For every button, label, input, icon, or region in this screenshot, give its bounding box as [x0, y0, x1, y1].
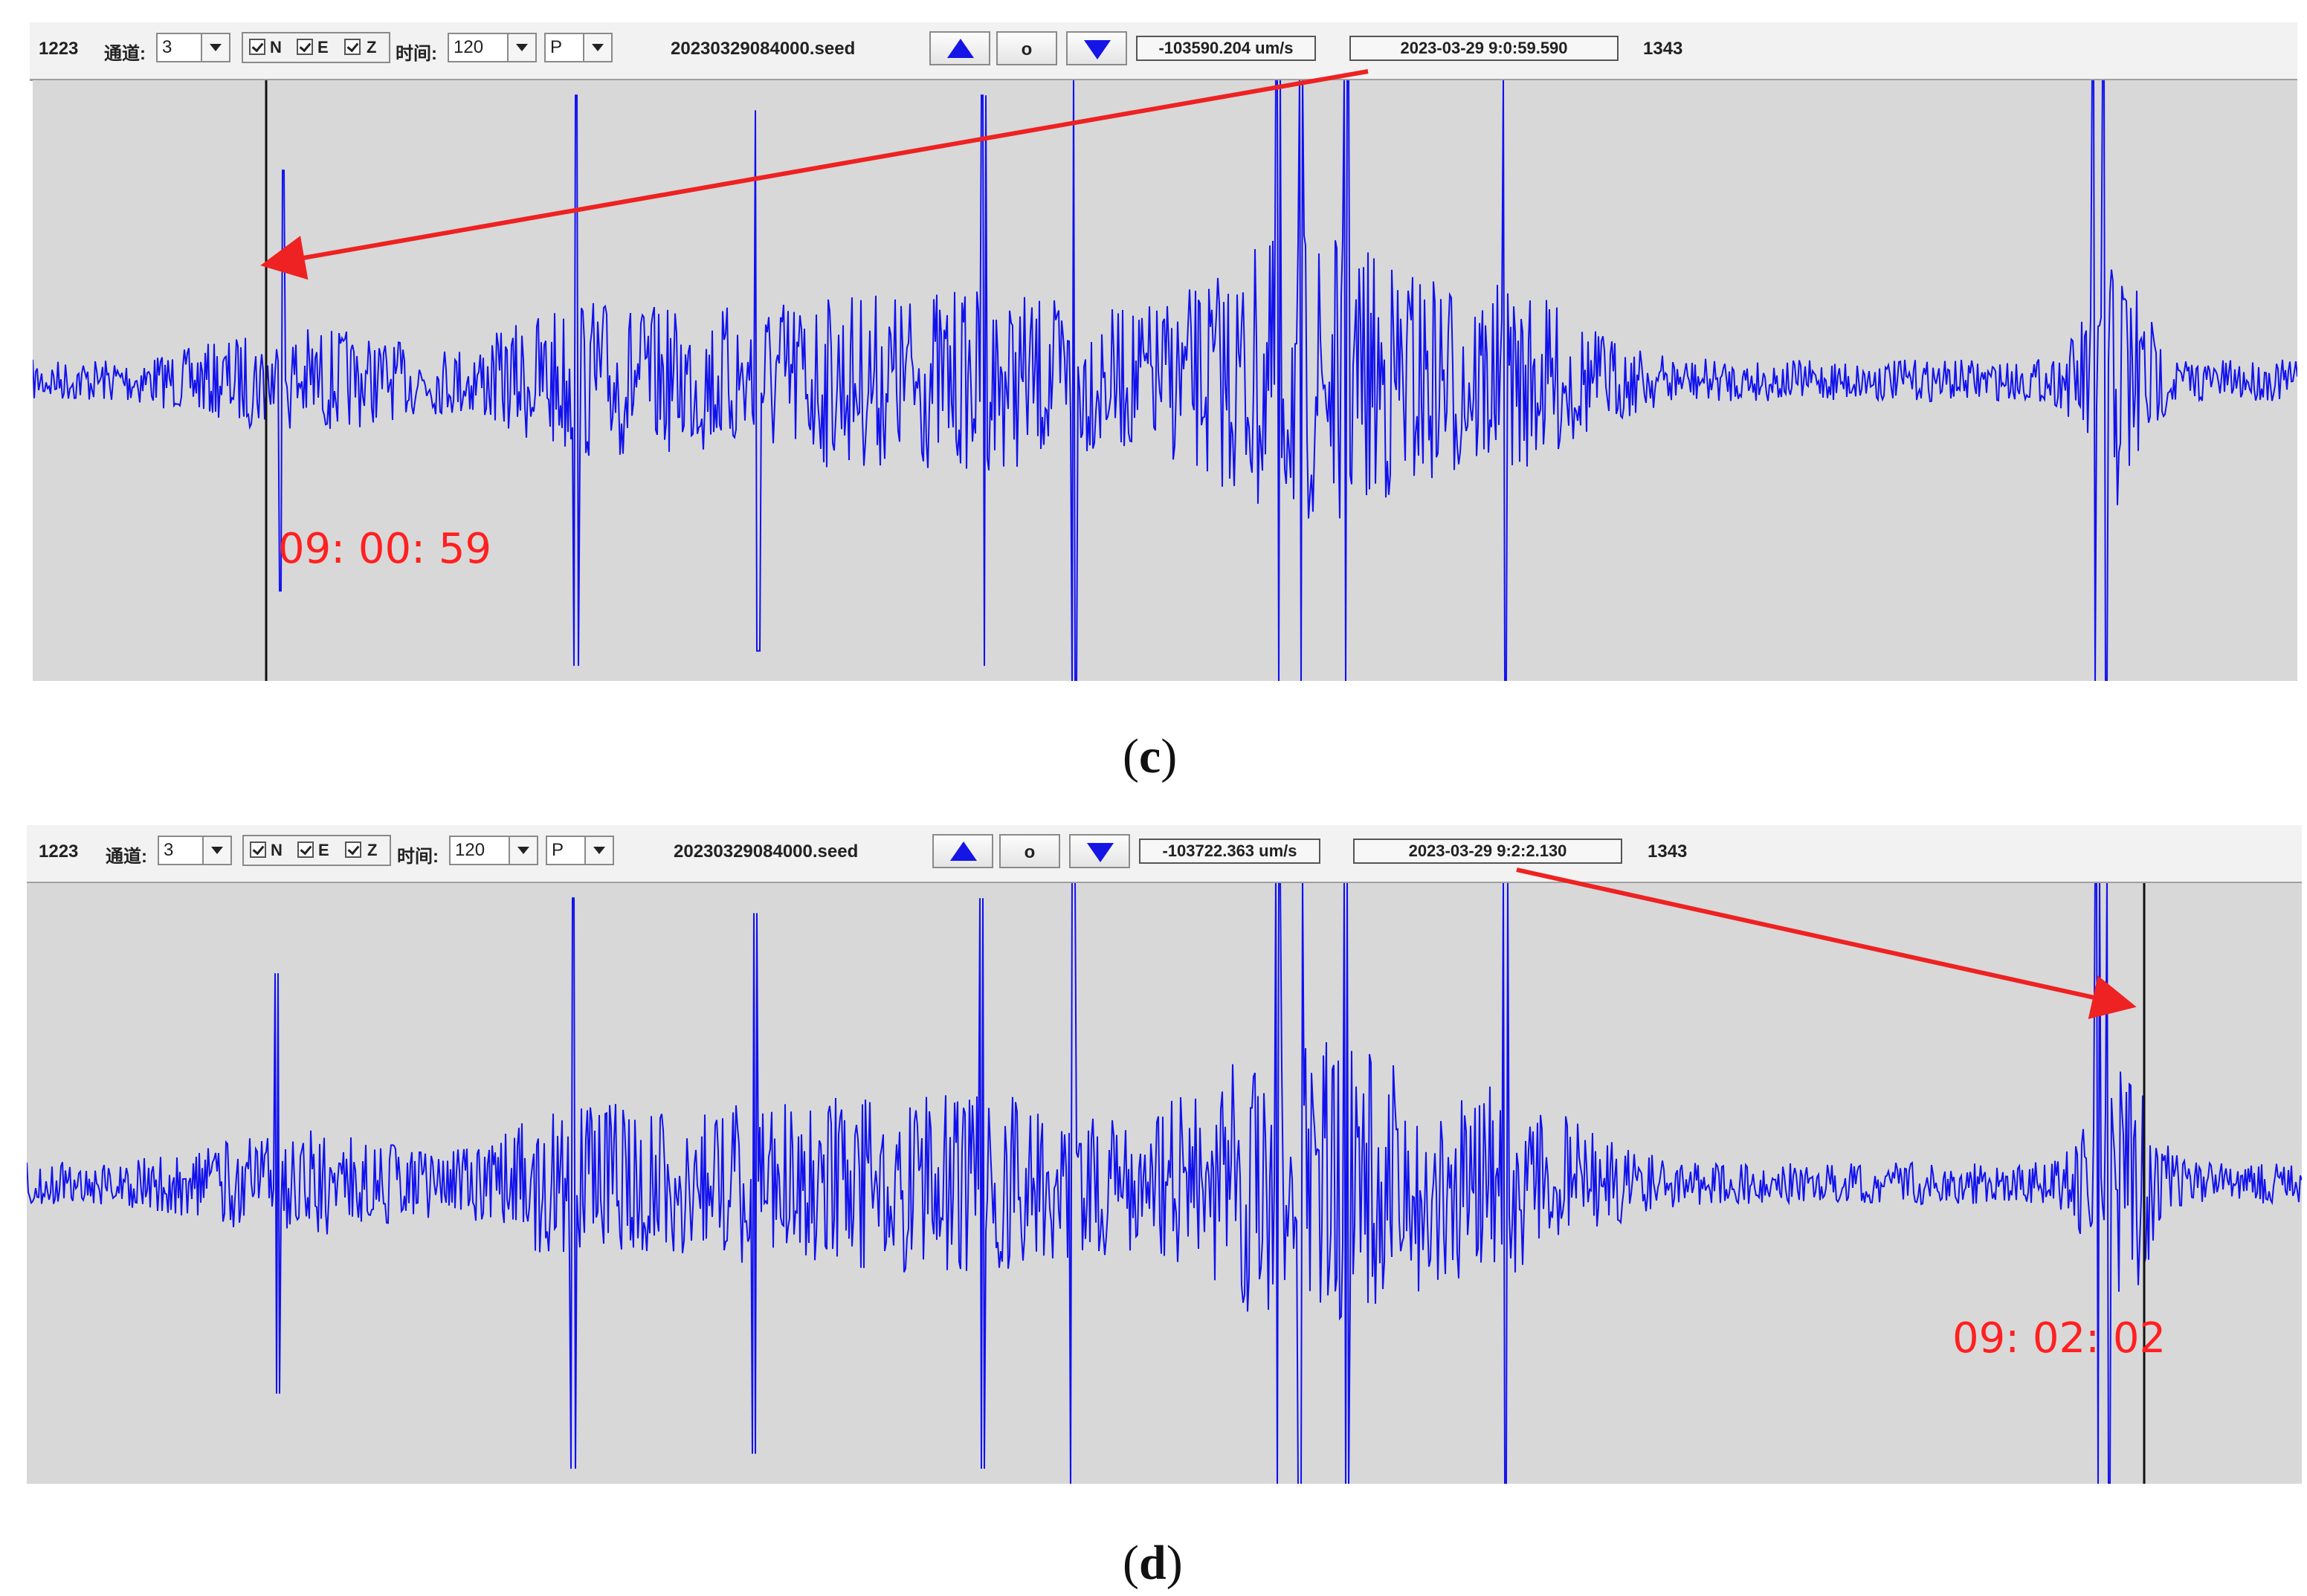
time-label: 时间: [397, 847, 439, 867]
caption-letter: d [1138, 1536, 1167, 1590]
channel-select[interactable]: 3 [158, 836, 232, 865]
scale-up-button[interactable] [929, 31, 990, 65]
check-n-label: N [270, 38, 282, 56]
waveform-panel-c: 1223 通道: 3 N E Z 时间: 120 P 2023032908400… [0, 0, 2307, 788]
time-label: 时间: [396, 44, 437, 64]
check-z-label: Z [367, 38, 377, 56]
time-value: 120 [455, 840, 485, 860]
waveform-plot[interactable]: 09: 02: 02 [27, 883, 2302, 1484]
timestamp-readout: 2023-03-29 9:2:2.130 [1353, 839, 1622, 864]
sample-count: 1343 [1648, 841, 1688, 862]
amplitude-readout: -103722.363 um/s [1139, 839, 1320, 864]
check-n-label: N [271, 841, 283, 859]
figure-caption-d: (d) [1123, 1536, 1183, 1590]
chevron-down-icon[interactable] [201, 34, 229, 61]
phase-select[interactable]: P [546, 836, 614, 865]
phase-value: P [550, 37, 563, 57]
reset-button[interactable]: o [999, 834, 1060, 868]
station-id: 1223 [39, 841, 79, 862]
time-select[interactable]: 120 [448, 33, 537, 62]
channel-select[interactable]: 3 [156, 33, 230, 62]
reset-label: o [1024, 842, 1036, 862]
reset-button[interactable]: o [996, 31, 1057, 65]
channel-value: 3 [162, 37, 172, 57]
triangle-down-icon [1087, 843, 1114, 862]
triangle-up-icon [947, 39, 974, 58]
chevron-down-icon[interactable] [507, 34, 535, 61]
waveform-panel-d: 1223 通道: 3 N E Z 时间: 120 P 2023032908400… [0, 803, 2307, 1596]
pick-time-label: 09: 00: 59 [278, 525, 492, 573]
checkbox-checked-icon[interactable] [345, 841, 361, 858]
phase-select[interactable]: P [544, 33, 613, 62]
caption-letter: c [1138, 729, 1161, 784]
sample-count: 1343 [1643, 39, 1683, 59]
scale-down-button[interactable] [1066, 31, 1127, 65]
reset-label: o [1021, 39, 1033, 59]
phase-value: P [552, 840, 564, 860]
chevron-down-icon[interactable] [583, 34, 611, 61]
checkbox-checked-icon[interactable] [344, 39, 361, 55]
seismic-trace [33, 80, 2297, 681]
time-value: 120 [454, 37, 484, 57]
file-name: 20230329084000.seed [674, 841, 859, 862]
checkbox-checked-icon[interactable] [250, 841, 266, 858]
time-select[interactable]: 120 [449, 836, 538, 865]
scale-up-button[interactable] [932, 834, 993, 868]
scale-down-button[interactable] [1069, 834, 1130, 868]
waveform-svg [33, 80, 2297, 681]
triangle-down-icon [1084, 40, 1111, 59]
figure-caption-c: (c) [1123, 729, 1178, 784]
checkbox-checked-icon[interactable] [297, 841, 314, 858]
channel-label: 通道: [104, 44, 146, 64]
toolbar: 1223 通道: 3 N E Z 时间: 120 P 2023032908400… [27, 825, 2302, 884]
check-z-label: Z [367, 841, 378, 859]
chevron-down-icon[interactable] [202, 837, 230, 864]
toolbar: 1223 通道: 3 N E Z 时间: 120 P 2023032908400… [30, 22, 2297, 81]
checkbox-checked-icon[interactable] [297, 39, 313, 55]
amplitude-readout: -103590.204 um/s [1136, 36, 1316, 61]
component-checkboxes: N E Z [242, 835, 391, 866]
chevron-down-icon[interactable] [509, 837, 537, 864]
triangle-up-icon [950, 841, 977, 861]
checkbox-checked-icon[interactable] [249, 39, 265, 55]
channel-value: 3 [164, 840, 174, 860]
waveform-svg [27, 883, 2302, 1484]
file-name: 20230329084000.seed [671, 39, 856, 59]
check-e-label: E [318, 841, 329, 859]
component-checkboxes: N E Z [242, 32, 390, 63]
waveform-plot[interactable]: 09: 00: 59 [33, 80, 2297, 681]
seismic-trace [27, 883, 2302, 1484]
chevron-down-icon[interactable] [584, 837, 613, 864]
pick-time-label: 09: 02: 02 [1952, 1314, 2166, 1363]
station-id: 1223 [39, 39, 79, 59]
channel-label: 通道: [106, 847, 147, 867]
check-e-label: E [317, 38, 329, 56]
timestamp-readout: 2023-03-29 9:0:59.590 [1349, 36, 1619, 61]
